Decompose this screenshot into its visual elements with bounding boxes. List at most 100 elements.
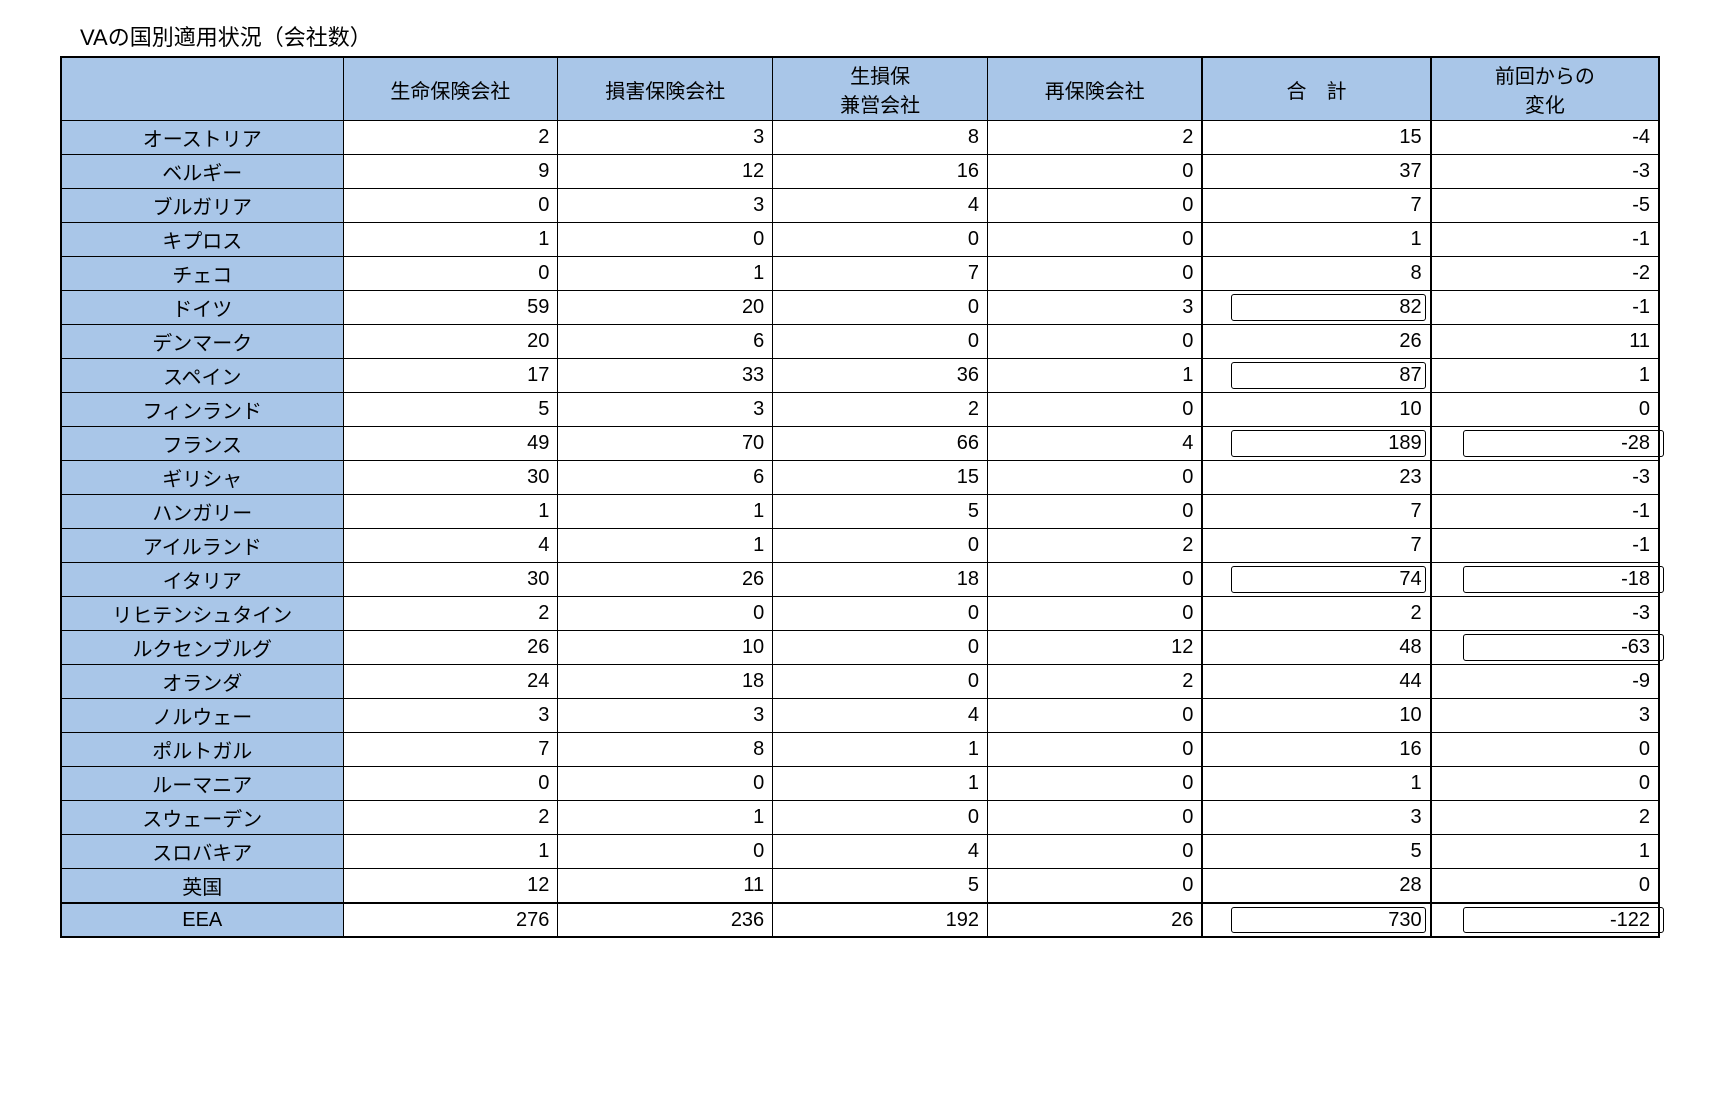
table-row: アイルランド41027-1 (61, 529, 1659, 563)
change-cell: -1 (1431, 223, 1659, 257)
composite-cell: 4 (773, 699, 988, 733)
reins-cell: 0 (988, 869, 1203, 904)
country-cell: ルーマニア (61, 767, 343, 801)
nonlife-cell: 70 (558, 427, 773, 461)
country-cell: ギリシャ (61, 461, 343, 495)
nonlife-cell: 20 (558, 291, 773, 325)
change-cell: 1 (1431, 359, 1659, 393)
life-cell: 1 (343, 835, 558, 869)
country-cell: イタリア (61, 563, 343, 597)
header-composite: 生損保 兼営会社 (773, 57, 988, 121)
reins-cell: 2 (988, 121, 1203, 155)
life-cell: 9 (343, 155, 558, 189)
table-row: イタリア302618074-18 (61, 563, 1659, 597)
life-cell: 49 (343, 427, 558, 461)
reins-cell: 0 (988, 699, 1203, 733)
life-cell: 7 (343, 733, 558, 767)
composite-cell: 0 (773, 597, 988, 631)
life-cell: 1 (343, 223, 558, 257)
country-cell: ベルギー (61, 155, 343, 189)
composite-cell: 0 (773, 529, 988, 563)
reins-cell: 0 (988, 597, 1203, 631)
composite-cell: 5 (773, 495, 988, 529)
change-cell: -1 (1431, 529, 1659, 563)
reins-cell: 3 (988, 291, 1203, 325)
nonlife-cell: 12 (558, 155, 773, 189)
total-cell: 5 (1202, 835, 1430, 869)
nonlife-cell: 1 (558, 257, 773, 291)
change-cell: -63 (1431, 631, 1659, 665)
table-row: 英国121150280 (61, 869, 1659, 904)
country-cell: アイルランド (61, 529, 343, 563)
country-cell: スペイン (61, 359, 343, 393)
life-cell: 2 (343, 121, 558, 155)
composite-cell: 36 (773, 359, 988, 393)
composite-cell: 0 (773, 325, 988, 359)
nonlife-cell: 11 (558, 869, 773, 904)
total-cell: 7 (1202, 529, 1430, 563)
total-cell: 8 (1202, 257, 1430, 291)
nonlife-cell: 26 (558, 563, 773, 597)
life-cell: 30 (343, 461, 558, 495)
country-cell: スロバキア (61, 835, 343, 869)
table-row: スロバキア104051 (61, 835, 1659, 869)
total-cell: 74 (1202, 563, 1430, 597)
life-cell: 0 (343, 257, 558, 291)
composite-cell: 1 (773, 767, 988, 801)
reins-cell: 2 (988, 529, 1203, 563)
country-cell: 英国 (61, 869, 343, 904)
nonlife-cell: 0 (558, 835, 773, 869)
country-cell: ポルトガル (61, 733, 343, 767)
change-cell: 0 (1431, 393, 1659, 427)
change-cell: -5 (1431, 189, 1659, 223)
life-cell: 5 (343, 393, 558, 427)
composite-cell: 0 (773, 631, 988, 665)
change-cell: -3 (1431, 597, 1659, 631)
country-cell: オーストリア (61, 121, 343, 155)
total-cell: 1 (1202, 223, 1430, 257)
country-cell: ブルガリア (61, 189, 343, 223)
page-title: VAの国別適用状況（会社数） (80, 20, 1660, 52)
nonlife-cell: 3 (558, 189, 773, 223)
nonlife-cell: 1 (558, 529, 773, 563)
total-cell: 10 (1202, 699, 1430, 733)
composite-cell: 4 (773, 835, 988, 869)
change-cell: -1 (1431, 291, 1659, 325)
change-cell: -1 (1431, 495, 1659, 529)
nonlife-cell: 1 (558, 801, 773, 835)
table-row: ブルガリア03407-5 (61, 189, 1659, 223)
country-cell: フランス (61, 427, 343, 461)
change-cell: 2 (1431, 801, 1659, 835)
reins-cell: 0 (988, 495, 1203, 529)
table-row: オーストリア238215-4 (61, 121, 1659, 155)
nonlife-cell: 8 (558, 733, 773, 767)
country-cell: スウェーデン (61, 801, 343, 835)
composite-cell: 5 (773, 869, 988, 904)
table-row: スペイン1733361871 (61, 359, 1659, 393)
life-cell: 0 (343, 767, 558, 801)
composite-cell: 0 (773, 223, 988, 257)
composite-cell: 2 (773, 393, 988, 427)
total-cell: 2 (1202, 597, 1430, 631)
total-cell: 15 (1202, 121, 1430, 155)
nonlife-cell: 6 (558, 325, 773, 359)
table-row: ポルトガル7810160 (61, 733, 1659, 767)
nonlife-cell: 10 (558, 631, 773, 665)
table-row: フィンランド5320100 (61, 393, 1659, 427)
life-cell: 1 (343, 495, 558, 529)
nonlife-cell: 236 (558, 903, 773, 937)
header-total: 合 計 (1202, 57, 1430, 121)
composite-cell: 192 (773, 903, 988, 937)
reins-cell: 0 (988, 223, 1203, 257)
reins-cell: 26 (988, 903, 1203, 937)
change-cell: -2 (1431, 257, 1659, 291)
composite-cell: 1 (773, 733, 988, 767)
table-row: ノルウェー3340103 (61, 699, 1659, 733)
life-cell: 12 (343, 869, 558, 904)
nonlife-cell: 0 (558, 767, 773, 801)
table-row: リヒテンシュタイン20002-3 (61, 597, 1659, 631)
country-cell: EEA (61, 903, 343, 937)
country-cell: デンマーク (61, 325, 343, 359)
country-cell: キプロス (61, 223, 343, 257)
life-cell: 24 (343, 665, 558, 699)
